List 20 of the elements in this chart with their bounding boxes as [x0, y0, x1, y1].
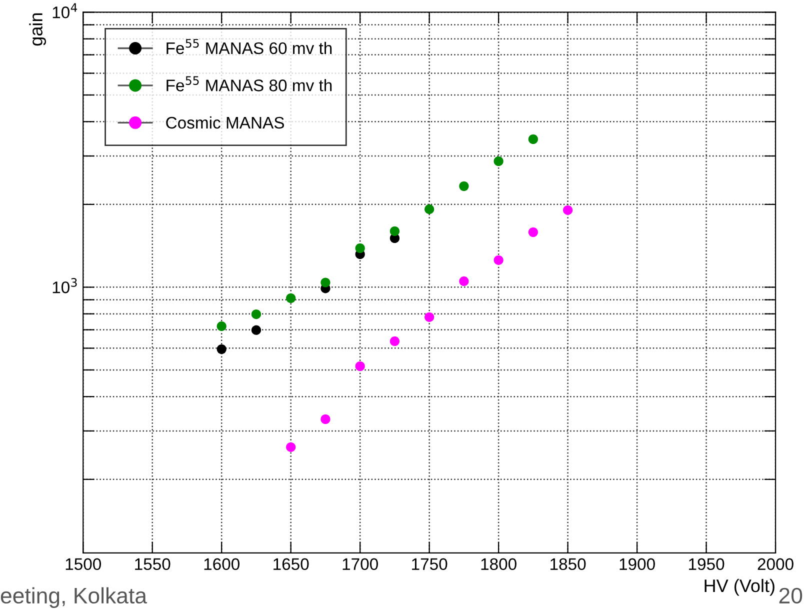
x-tick-label: 1900 — [620, 558, 655, 570]
x-tick-label: 1500 — [66, 558, 102, 570]
x-tick-label: 1800 — [481, 558, 516, 570]
legend-label: Fe$^{55}$ MANAS 60 mv th — [166, 39, 332, 54]
x-tick-label: 1550 — [135, 558, 170, 570]
x-axis-title: HV (Volt) — [704, 578, 774, 596]
x-tick-label: 1600 — [204, 558, 240, 570]
x-tick-label: 1700 — [342, 558, 378, 570]
y-axis-title: gain — [29, 13, 46, 46]
y-tick-label: 10$^{4}$ — [52, 3, 78, 18]
legend-label: Cosmic MANAS — [166, 116, 284, 129]
x-tick-label: 1950 — [689, 558, 724, 570]
text: eeting, Kolkata — [0, 587, 148, 608]
x-tick-label: 1750 — [412, 558, 448, 570]
x-tick-label: 1650 — [274, 558, 309, 570]
y-tick-label: 10$^{3}$ — [52, 278, 77, 294]
legend-label: Fe$^{55}$ MANAS 80 mv th — [166, 76, 332, 92]
text: 20 — [779, 588, 802, 604]
x-tick-label: 1850 — [550, 558, 586, 570]
x-tick-label: 2000 — [758, 558, 794, 570]
